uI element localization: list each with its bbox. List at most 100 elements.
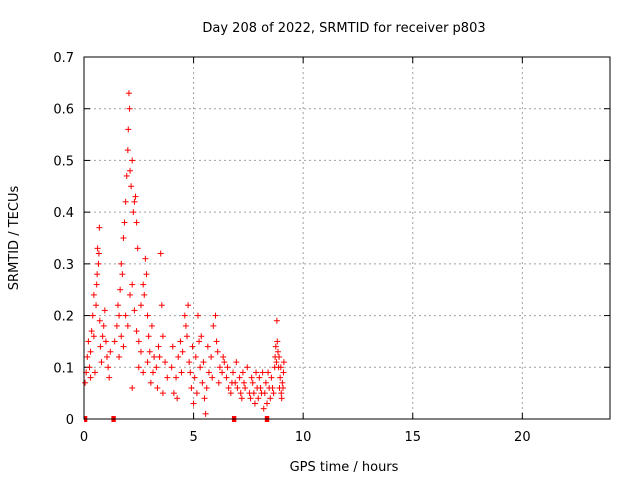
data-point (131, 307, 138, 314)
data-point (250, 390, 257, 397)
data-point (130, 209, 137, 216)
data-point (178, 369, 185, 376)
data-point (137, 348, 144, 355)
data-point (95, 260, 102, 267)
data-point (228, 379, 235, 386)
data-point (239, 369, 246, 376)
data-point (272, 353, 279, 360)
data-point (93, 281, 100, 288)
x-tick-label: 10 (295, 430, 312, 445)
data-point (145, 333, 152, 340)
data-point (116, 353, 123, 360)
y-axis-label: SRMTID / TECUs (7, 186, 22, 291)
data-point (256, 374, 263, 381)
plot-frame (83, 56, 611, 420)
data-point (96, 317, 103, 324)
data-point (148, 322, 155, 329)
data-point (223, 374, 230, 381)
y-tick-label: 0.5 (53, 154, 74, 169)
data-point (225, 384, 232, 391)
data-point (144, 312, 151, 319)
data-point (119, 271, 126, 278)
data-point (230, 369, 237, 376)
data-point (203, 384, 210, 391)
y-tick-label: 0.6 (53, 103, 74, 118)
data-point (244, 364, 251, 371)
data-point (212, 312, 219, 319)
data-point (278, 395, 285, 402)
y-tick-label: 0.2 (53, 310, 74, 325)
data-point (170, 390, 177, 397)
data-point (125, 126, 132, 133)
data-point (272, 343, 279, 350)
data-point (227, 390, 234, 397)
data-point (133, 328, 140, 335)
data-point (135, 338, 142, 345)
data-point (131, 198, 138, 205)
data-point (216, 364, 223, 371)
data-point (96, 224, 103, 231)
data-point (249, 379, 256, 386)
y-tick-label: 0.4 (53, 206, 74, 221)
data-point (279, 379, 286, 386)
data-point (197, 364, 204, 371)
data-point (181, 312, 188, 319)
data-point (135, 364, 142, 371)
data-point (173, 374, 180, 381)
data-point (202, 410, 209, 417)
data-point (251, 400, 258, 407)
tick-labels: 0 0.1 0.2 0.3 0.4 0.5 0.6 0.7 0 5 10 15 20 (53, 51, 530, 445)
data-point (169, 343, 176, 350)
data-point (237, 390, 244, 397)
data-point (105, 364, 112, 371)
data-point (155, 343, 162, 350)
data-point (87, 348, 94, 355)
x-axis-label: GPS time / hours (290, 460, 399, 475)
data-point (270, 390, 277, 397)
data-point (175, 353, 182, 360)
data-point (213, 338, 220, 345)
data-point (132, 193, 139, 200)
data-point (147, 379, 154, 386)
data-point (150, 369, 157, 376)
data-point (186, 359, 193, 366)
data-point (140, 369, 147, 376)
data-point (208, 353, 215, 360)
data-point (158, 302, 165, 309)
data-point (188, 384, 195, 391)
x-tick-label: 15 (404, 430, 421, 445)
data-point (137, 302, 144, 309)
data-marks (82, 90, 287, 417)
data-point (182, 322, 189, 329)
data-point (259, 369, 266, 376)
data-point (141, 291, 148, 298)
data-point (262, 379, 269, 386)
data-point (266, 384, 273, 391)
data-point (177, 338, 184, 345)
data-point (99, 333, 106, 340)
data-point (100, 322, 107, 329)
data-point (118, 260, 125, 267)
data-point (89, 312, 96, 319)
y-tick-label: 0.1 (53, 361, 74, 376)
data-point (267, 395, 274, 402)
data-point (144, 359, 151, 366)
data-point (123, 172, 130, 179)
data-point (162, 359, 169, 366)
data-point (280, 384, 287, 391)
data-point (264, 400, 271, 407)
data-point (253, 369, 260, 376)
data-point (127, 291, 134, 298)
data-point (196, 338, 203, 345)
data-point (154, 384, 161, 391)
data-point (153, 364, 160, 371)
data-point (194, 312, 201, 319)
data-point (280, 369, 287, 376)
data-point (104, 353, 111, 360)
data-point (274, 348, 281, 355)
data-point (133, 219, 140, 226)
data-point (94, 245, 101, 252)
data-point (261, 390, 268, 397)
data-point (205, 369, 212, 376)
data-point (201, 395, 208, 402)
